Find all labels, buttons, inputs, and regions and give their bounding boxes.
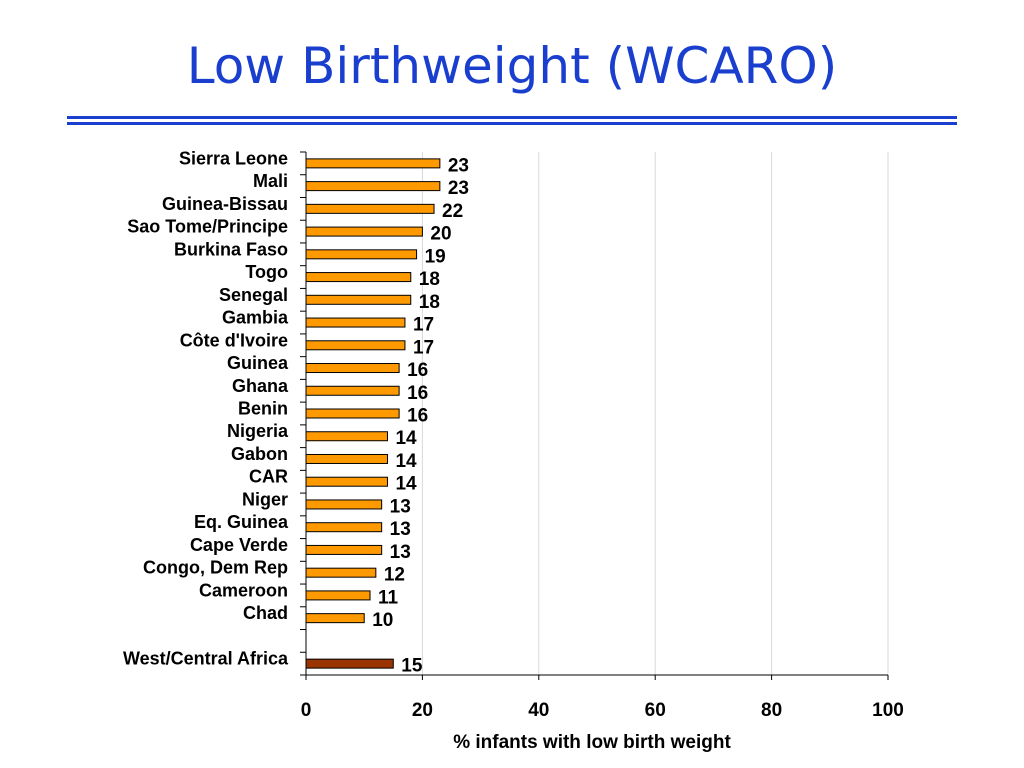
- data-label: 18: [419, 292, 440, 313]
- category-label: Gabon: [231, 444, 288, 464]
- bar: [305, 476, 388, 487]
- category-label: West/Central Africa: [123, 649, 289, 669]
- bar: [305, 431, 388, 442]
- data-label: 22: [442, 201, 463, 222]
- title-divider-bottom: [67, 122, 957, 125]
- title-divider-top: [67, 116, 957, 119]
- category-label: Chad: [243, 603, 288, 623]
- x-tick-label: 60: [645, 700, 666, 721]
- x-tick-label: 20: [412, 700, 433, 721]
- bars: 2323222019181817171616161414141313131211…: [305, 155, 469, 677]
- slide-title: Low Birthweight (WCARO): [186, 37, 838, 95]
- bar: [305, 408, 400, 419]
- x-tick-label: 100: [872, 700, 904, 721]
- category-label: Nigeria: [227, 421, 289, 441]
- data-label: 13: [390, 496, 411, 517]
- bar: [305, 317, 406, 328]
- category-label: Niger: [242, 489, 288, 509]
- bar: [305, 385, 400, 396]
- bar: [305, 363, 400, 374]
- category-label: Côte d'Ivoire: [180, 330, 288, 350]
- bar: [305, 544, 383, 555]
- data-label: 14: [395, 451, 417, 472]
- bar: [305, 613, 365, 624]
- data-label: 12: [384, 565, 405, 586]
- bar: [305, 340, 406, 351]
- bar-aggregate: [305, 658, 394, 669]
- category-label: Ghana: [232, 376, 289, 396]
- data-label: 18: [419, 269, 440, 290]
- data-label: 19: [425, 246, 446, 267]
- bar: [305, 249, 418, 260]
- category-label: Sao Tome/Principe: [127, 217, 288, 237]
- data-label: 16: [407, 360, 428, 381]
- data-label: 20: [430, 224, 451, 245]
- bar: [305, 453, 388, 464]
- category-label: Mali: [253, 171, 288, 191]
- data-label: 23: [448, 155, 469, 176]
- category-label: CAR: [249, 467, 288, 487]
- category-label: Gambia: [222, 308, 289, 328]
- bar: [305, 590, 371, 601]
- x-axis-label: % infants with low birth weight: [453, 732, 731, 753]
- data-label: 15: [401, 656, 423, 677]
- data-label: 17: [413, 337, 434, 358]
- data-label: 10: [372, 610, 393, 631]
- category-label: Congo, Dem Rep: [143, 558, 288, 578]
- bar: [305, 499, 383, 510]
- category-label: Senegal: [219, 285, 288, 305]
- bar: [305, 203, 435, 214]
- x-tick-label: 40: [528, 700, 549, 721]
- category-label: Guinea-Bissau: [162, 194, 288, 214]
- category-label: Burkina Faso: [174, 239, 288, 259]
- bar: [305, 158, 441, 169]
- bar: [305, 181, 441, 192]
- data-label: 17: [413, 315, 434, 336]
- bar: [305, 567, 377, 578]
- data-label: 13: [390, 542, 411, 563]
- data-label: 23: [448, 178, 469, 199]
- data-label: 11: [378, 587, 399, 608]
- gridlines: [421, 152, 889, 675]
- category-label: Cape Verde: [190, 535, 288, 555]
- category-label: Cameroon: [199, 580, 288, 600]
- category-label: Sierra Leone: [179, 148, 288, 168]
- bar: [305, 272, 412, 283]
- category-label: Guinea: [227, 353, 289, 373]
- data-label: 14: [395, 474, 417, 495]
- category-label: Eq. Guinea: [194, 512, 289, 532]
- axes: 0 20 40 60 80 100 Sierra Leone Mali Guinea-Bissa…: [123, 148, 904, 721]
- data-label: 16: [407, 406, 428, 427]
- bar: [305, 522, 383, 533]
- bar: [305, 294, 412, 305]
- x-tick-label: 80: [761, 700, 782, 721]
- category-label: Benin: [238, 399, 288, 419]
- data-label: 13: [390, 519, 411, 540]
- bar: [305, 226, 423, 237]
- x-tick-label: 0: [301, 700, 312, 721]
- category-label: Togo: [245, 262, 288, 282]
- data-label: 14: [395, 428, 417, 449]
- data-label: 16: [407, 383, 428, 404]
